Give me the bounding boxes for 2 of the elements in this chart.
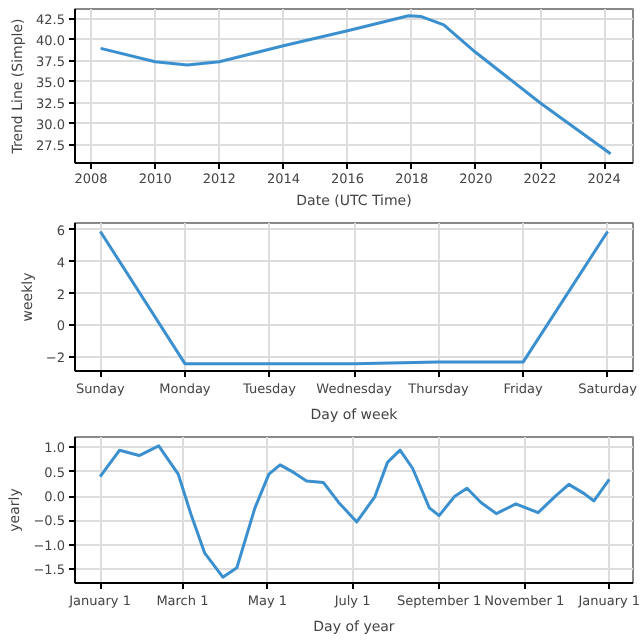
line-series <box>98 444 611 579</box>
line-series <box>99 14 613 156</box>
